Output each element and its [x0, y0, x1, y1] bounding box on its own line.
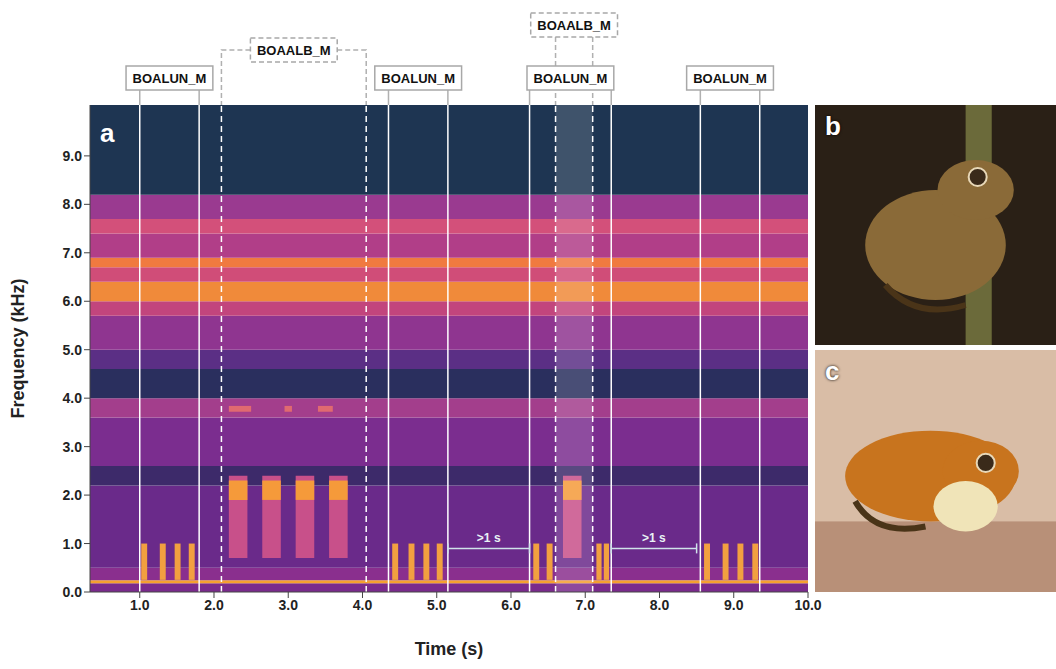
svg-text:Frequency (kHz): Frequency (kHz) [8, 278, 28, 418]
html-text:a: a [100, 118, 115, 148]
svg-text:7.0: 7.0 [63, 245, 83, 261]
svg-text:BOALUN_M: BOALUN_M [534, 71, 608, 86]
svg-text:9.0: 9.0 [63, 148, 83, 164]
svg-text:9.0: 9.0 [724, 597, 744, 613]
svg-text:4.0: 4.0 [63, 390, 83, 406]
svg-text:6.0: 6.0 [501, 597, 521, 613]
svg-text:4.0: 4.0 [353, 597, 373, 613]
svg-text:5.0: 5.0 [427, 597, 447, 613]
svg-text:5.0: 5.0 [63, 342, 83, 358]
svg-text:BOAALB_M: BOAALB_M [537, 18, 611, 33]
html-text:c: c [825, 356, 840, 386]
svg-text:BOAALB_M: BOAALB_M [257, 43, 331, 58]
svg-text:>1 s: >1 s [477, 531, 501, 545]
svg-text:1.0: 1.0 [63, 536, 83, 552]
svg-text:8.0: 8.0 [63, 196, 83, 212]
svg-text:3.0: 3.0 [63, 439, 83, 455]
html-text:b: b [825, 111, 841, 141]
svg-text:0.0: 0.0 [63, 584, 83, 600]
svg-text:1.0: 1.0 [130, 597, 150, 613]
svg-text:10.0: 10.0 [794, 597, 821, 613]
svg-text:6.0: 6.0 [63, 293, 83, 309]
svg-text:BOALUN_M: BOALUN_M [381, 71, 455, 86]
svg-text:2.0: 2.0 [204, 597, 224, 613]
svg-text:2.0: 2.0 [63, 487, 83, 503]
svg-text:3.0: 3.0 [279, 597, 299, 613]
svg-text:BOALUN_M: BOALUN_M [693, 71, 767, 86]
svg-text:8.0: 8.0 [650, 597, 670, 613]
svg-text:>1 s: >1 s [642, 531, 666, 545]
svg-text:BOALUN_M: BOALUN_M [133, 71, 207, 86]
svg-text:Time (s): Time (s) [415, 639, 484, 659]
svg-text:7.0: 7.0 [576, 597, 596, 613]
